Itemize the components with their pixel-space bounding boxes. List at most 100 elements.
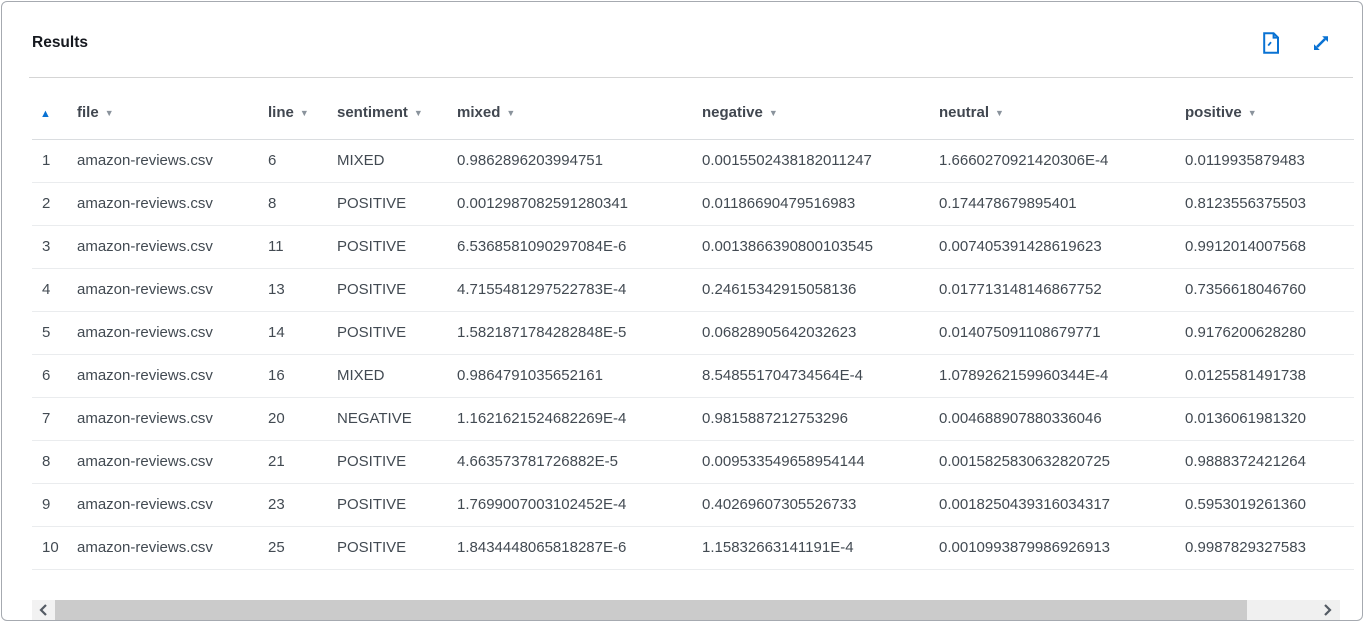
filter-icon[interactable]: ▼ bbox=[506, 107, 516, 118]
cell-positive: 0.7356618046760 bbox=[1185, 268, 1354, 312]
column-header-sentiment[interactable]: sentiment ▼ bbox=[337, 78, 457, 140]
cell-mixed: 1.1621621524682269E-4 bbox=[457, 397, 702, 441]
scroll-right-button[interactable] bbox=[1314, 599, 1340, 620]
filter-icon[interactable]: ▼ bbox=[995, 107, 1004, 118]
column-header-neutral[interactable]: neutral ▼ bbox=[939, 78, 1185, 140]
scrollbar-track[interactable] bbox=[1247, 599, 1314, 620]
column-header-positive[interactable]: positive ▼ bbox=[1185, 78, 1354, 140]
filter-icon[interactable]: ▼ bbox=[299, 107, 309, 118]
row-number: 6 bbox=[32, 354, 77, 398]
table-row: 9 amazon-reviews.csv 23 POSITIVE 1.76990… bbox=[32, 483, 1354, 527]
cell-negative: 0.0013866390800103545 bbox=[702, 225, 939, 269]
cell-positive: 0.8123556375503 bbox=[1185, 182, 1354, 226]
cell-file: amazon-reviews.csv bbox=[77, 139, 268, 183]
table-row: 5 amazon-reviews.csv 14 POSITIVE 1.58218… bbox=[32, 311, 1354, 355]
cell-line: 14 bbox=[268, 311, 337, 355]
cell-neutral: 0.174478679895401 bbox=[939, 182, 1185, 226]
cell-line: 16 bbox=[268, 354, 337, 398]
chevron-left-icon bbox=[39, 603, 47, 616]
cell-negative: 0.9815887212753296 bbox=[702, 397, 939, 441]
scrollbar-thumb[interactable] bbox=[55, 599, 1247, 620]
table-header-row: ▲ file ▼ line ▼ sentiment ▼ mixed ▼ negative… bbox=[32, 78, 1354, 140]
cell-mixed: 4.663573781726882E-5 bbox=[457, 440, 702, 484]
cell-line: 11 bbox=[268, 225, 337, 269]
cell-negative: 0.0015502438182011247 bbox=[702, 139, 939, 183]
cell-negative: 8.548551704734564E-4 bbox=[702, 354, 939, 398]
table-row: 8 amazon-reviews.csv 21 POSITIVE 4.66357… bbox=[32, 440, 1354, 484]
column-header-mixed[interactable]: mixed ▼ bbox=[457, 78, 702, 140]
cell-line: 13 bbox=[268, 268, 337, 312]
column-label: sentiment bbox=[337, 103, 408, 121]
cell-file: amazon-reviews.csv bbox=[77, 397, 268, 441]
filter-icon[interactable]: ▼ bbox=[1247, 107, 1257, 118]
filter-icon[interactable]: ▼ bbox=[413, 107, 423, 118]
cell-negative: 0.40269607305526733 bbox=[702, 483, 939, 527]
filter-icon[interactable]: ▼ bbox=[104, 107, 114, 118]
cell-negative: 0.009533549658954144 bbox=[702, 440, 939, 484]
cell-neutral: 1.0789262159960344E-4 bbox=[939, 354, 1185, 398]
cell-file: amazon-reviews.csv bbox=[77, 526, 268, 570]
cell-negative: 0.06828905642032623 bbox=[702, 311, 939, 355]
cell-sentiment: NEGATIVE bbox=[337, 397, 457, 441]
row-number: 8 bbox=[32, 440, 77, 484]
cell-file: amazon-reviews.csv bbox=[77, 225, 268, 269]
table-row: 6 amazon-reviews.csv 16 MIXED 0.98647910… bbox=[32, 354, 1354, 398]
cell-line: 6 bbox=[268, 139, 337, 183]
header-divider bbox=[29, 77, 1353, 78]
table-row: 2 amazon-reviews.csv 8 POSITIVE 0.001298… bbox=[32, 182, 1354, 226]
row-number: 2 bbox=[32, 182, 77, 226]
cell-positive: 0.0119935879483 bbox=[1185, 139, 1354, 183]
cell-neutral: 0.014075091108679771 bbox=[939, 311, 1185, 355]
scroll-left-button[interactable] bbox=[32, 599, 55, 620]
cell-mixed: 4.7155481297522783E-4 bbox=[457, 268, 702, 312]
cell-neutral: 0.0018250439316034317 bbox=[939, 483, 1185, 527]
cell-sentiment: MIXED bbox=[337, 139, 457, 183]
row-number: 9 bbox=[32, 483, 77, 527]
row-number: 4 bbox=[32, 268, 77, 312]
cell-neutral: 0.007405391428619623 bbox=[939, 225, 1185, 269]
cell-mixed: 6.5368581090297084E-6 bbox=[457, 225, 702, 269]
table-row: 3 amazon-reviews.csv 11 POSITIVE 6.53685… bbox=[32, 225, 1354, 269]
table-row: 7 amazon-reviews.csv 20 NEGATIVE 1.16216… bbox=[32, 397, 1354, 441]
filter-icon[interactable]: ▼ bbox=[768, 107, 778, 118]
cell-sentiment: POSITIVE bbox=[337, 483, 457, 527]
cell-sentiment: MIXED bbox=[337, 354, 457, 398]
expand-icon[interactable] bbox=[1310, 32, 1332, 54]
cell-neutral: 0.017713148146867752 bbox=[939, 268, 1185, 312]
cell-file: amazon-reviews.csv bbox=[77, 483, 268, 527]
table-row: 4 amazon-reviews.csv 13 POSITIVE 4.71554… bbox=[32, 268, 1354, 312]
row-number: 3 bbox=[32, 225, 77, 269]
table-row: 10 amazon-reviews.csv 25 POSITIVE 1.8434… bbox=[32, 526, 1354, 570]
cell-line: 8 bbox=[268, 182, 337, 226]
column-header-line[interactable]: line ▼ bbox=[268, 78, 337, 140]
row-number: 7 bbox=[32, 397, 77, 441]
chevron-right-icon bbox=[1323, 603, 1332, 616]
panel-header: Results bbox=[2, 2, 1362, 77]
cell-mixed: 0.9862896203994751 bbox=[457, 139, 702, 183]
sort-ascending-icon[interactable]: ▲ bbox=[40, 107, 51, 120]
column-header-index[interactable]: ▲ bbox=[32, 78, 77, 140]
horizontal-scrollbar bbox=[32, 599, 1340, 620]
cell-neutral: 1.6660270921420306E-4 bbox=[939, 139, 1185, 183]
row-number: 10 bbox=[32, 526, 77, 570]
cell-positive: 0.9888372421264 bbox=[1185, 440, 1354, 484]
cell-file: amazon-reviews.csv bbox=[77, 268, 268, 312]
table-row: 1 amazon-reviews.csv 6 MIXED 0.986289620… bbox=[32, 139, 1354, 183]
cell-file: amazon-reviews.csv bbox=[77, 440, 268, 484]
row-number: 1 bbox=[32, 139, 77, 183]
column-label: line bbox=[268, 103, 294, 121]
column-header-file[interactable]: file ▼ bbox=[77, 78, 268, 140]
cell-negative: 1.15832663141191E-4 bbox=[702, 526, 939, 570]
cell-file: amazon-reviews.csv bbox=[77, 311, 268, 355]
export-file-icon[interactable] bbox=[1260, 31, 1282, 54]
column-label: mixed bbox=[457, 103, 501, 121]
cell-sentiment: POSITIVE bbox=[337, 182, 457, 226]
results-table: ▲ file ▼ line ▼ sentiment ▼ mixed ▼ negative… bbox=[32, 78, 1354, 570]
cell-file: amazon-reviews.csv bbox=[77, 182, 268, 226]
column-label: neutral bbox=[939, 103, 990, 121]
column-header-negative[interactable]: negative ▼ bbox=[702, 78, 939, 140]
cell-positive: 0.0125581491738 bbox=[1185, 354, 1354, 398]
cell-positive: 0.5953019261360 bbox=[1185, 483, 1354, 527]
cell-positive: 0.0136061981320 bbox=[1185, 397, 1354, 441]
cell-mixed: 0.0012987082591280341 bbox=[457, 182, 702, 226]
